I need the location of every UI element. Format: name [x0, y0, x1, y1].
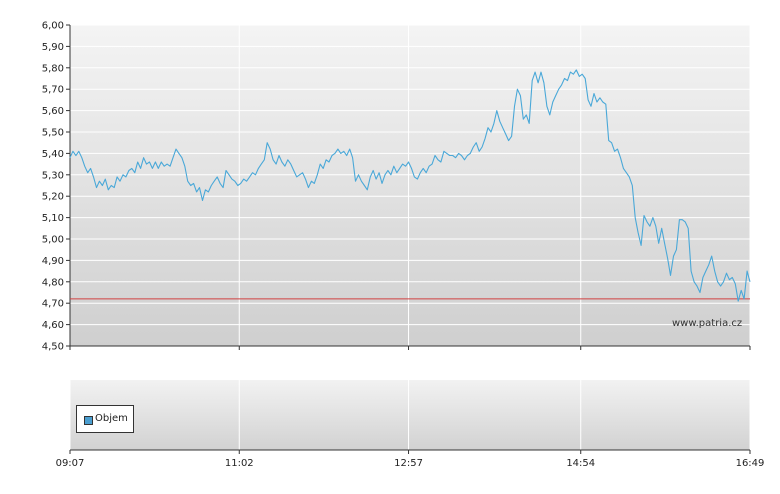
price-plot-area [70, 25, 750, 346]
x-tick-label: 11:02 [225, 458, 254, 469]
legend-swatch-volume [84, 416, 93, 425]
y-tick-label: 5,30 [42, 170, 64, 181]
legend-label-volume: Objem [95, 413, 128, 424]
y-tick-label: 4,50 [42, 342, 64, 353]
volume-plot-area [70, 380, 750, 450]
x-tick-label: 14:54 [566, 458, 595, 469]
y-tick-label: 5,70 [42, 85, 64, 96]
y-tick-label: 5,90 [42, 42, 64, 53]
y-tick-label: 6,00 [42, 21, 64, 32]
legend: Objem [76, 405, 134, 433]
y-tick-label: 5,20 [42, 192, 64, 203]
y-tick-label: 5,80 [42, 63, 64, 74]
y-tick-label: 5,10 [42, 213, 64, 224]
x-tick-label: 09:07 [56, 458, 85, 469]
y-tick-label: 4,70 [42, 299, 64, 310]
x-tick-label: 12:57 [394, 458, 423, 469]
y-tick-label: 5,40 [42, 149, 64, 160]
y-tick-label: 5,50 [42, 128, 64, 139]
y-tick-label: 4,60 [42, 320, 64, 331]
price-series-line [69, 69, 751, 302]
y-tick-label: 5,00 [42, 235, 64, 246]
y-tick-label: 4,80 [42, 277, 64, 288]
x-tick-label: 16:49 [736, 458, 765, 469]
watermark-text: www.patria.cz [672, 318, 743, 329]
y-tick-label: 5,60 [42, 106, 64, 117]
y-tick-label: 4,90 [42, 256, 64, 267]
